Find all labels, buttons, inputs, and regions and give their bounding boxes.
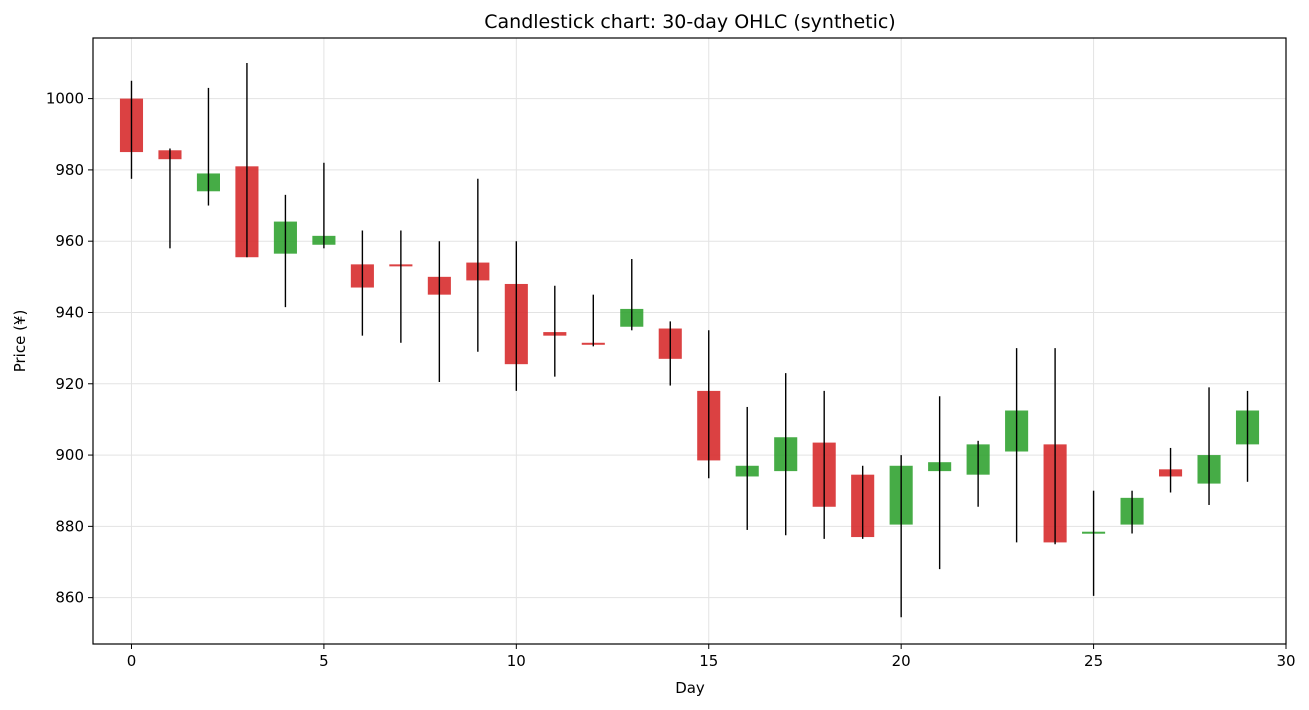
y-tick-label: 940	[55, 303, 84, 321]
y-tick-label: 900	[55, 446, 84, 464]
x-tick-label: 15	[699, 652, 718, 670]
candle-up	[1197, 387, 1221, 505]
candle-down	[350, 230, 374, 336]
candle-down	[1043, 348, 1067, 545]
y-tick-label: 980	[55, 161, 84, 179]
candle-up	[196, 87, 220, 206]
candle-up	[1082, 490, 1106, 596]
candle-up	[774, 373, 798, 536]
y-axis-label: Price (¥)	[11, 310, 29, 373]
candle-down	[466, 178, 490, 352]
grid	[93, 38, 1287, 644]
candle-down	[504, 241, 528, 391]
y-tick-label: 1000	[46, 90, 84, 108]
y-tick-label: 920	[55, 375, 84, 393]
candle-up	[1235, 390, 1260, 482]
candle-up	[889, 455, 913, 618]
x-tick-label: 10	[507, 652, 526, 670]
candle-down	[697, 330, 721, 479]
candle-down	[581, 294, 605, 347]
axis-ticks: 0 5 10 15 20 25 30 860 880 900 920 940 960 980 1000	[46, 90, 1296, 670]
x-tick-label: 5	[319, 652, 329, 670]
x-axis-label: Day	[675, 679, 705, 697]
candle-up	[1005, 348, 1029, 543]
candle-up	[620, 259, 644, 331]
chart-title: Candlestick chart: 30-day OHLC (syntheti…	[484, 11, 895, 33]
candle-up	[966, 440, 990, 507]
plot-frame	[92, 37, 1287, 645]
candles	[119, 62, 1260, 618]
candle-down	[119, 80, 144, 179]
candle-up	[735, 406, 759, 530]
candle-up	[1120, 490, 1144, 534]
candle-down	[389, 230, 413, 343]
candle-down	[543, 285, 567, 377]
x-tick-label: 0	[127, 652, 137, 670]
candle-up	[312, 162, 336, 249]
candle-down	[1159, 447, 1183, 493]
candle-down	[812, 390, 836, 539]
candle-up	[273, 194, 297, 308]
x-tick-label: 20	[892, 652, 911, 670]
y-tick-label: 960	[55, 232, 84, 250]
candle-down	[158, 148, 182, 249]
y-tick-label: 860	[55, 589, 84, 607]
x-tick-label: 30	[1276, 652, 1295, 670]
candle-down	[427, 241, 451, 382]
candle-up	[928, 396, 952, 570]
x-tick-label: 25	[1084, 652, 1103, 670]
candle-down	[851, 465, 875, 539]
y-tick-label: 880	[55, 517, 84, 535]
candle-down	[235, 62, 259, 258]
candle-down	[658, 321, 682, 386]
